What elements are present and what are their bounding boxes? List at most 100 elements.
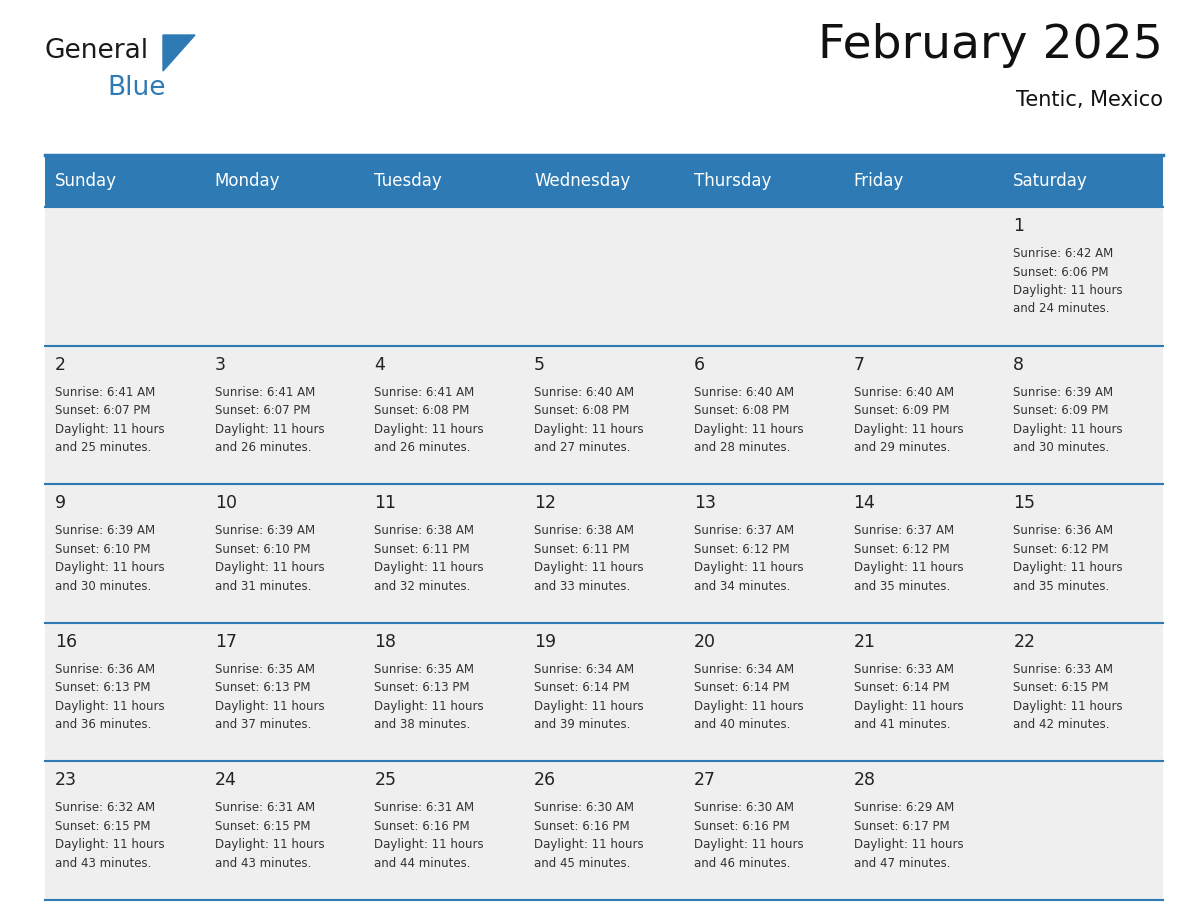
Text: Sunrise: 6:38 AM: Sunrise: 6:38 AM <box>535 524 634 537</box>
Text: 18: 18 <box>374 633 397 651</box>
Text: Tentic, Mexico: Tentic, Mexico <box>1016 90 1163 110</box>
Bar <box>45 207 1163 345</box>
Text: Daylight: 11 hours: Daylight: 11 hours <box>215 422 324 436</box>
Text: Sunrise: 6:41 AM: Sunrise: 6:41 AM <box>55 386 156 398</box>
Text: Sunset: 6:09 PM: Sunset: 6:09 PM <box>1013 404 1108 417</box>
Text: 1: 1 <box>1013 217 1024 235</box>
Text: Daylight: 11 hours: Daylight: 11 hours <box>694 700 803 712</box>
Text: and 43 minutes.: and 43 minutes. <box>215 856 311 870</box>
Text: and 25 minutes.: and 25 minutes. <box>55 442 151 454</box>
Text: Sunset: 6:09 PM: Sunset: 6:09 PM <box>853 404 949 417</box>
Text: Sunset: 6:16 PM: Sunset: 6:16 PM <box>694 820 790 833</box>
Text: 12: 12 <box>535 494 556 512</box>
Text: Thursday: Thursday <box>694 172 771 190</box>
Text: 9: 9 <box>55 494 67 512</box>
Text: and 45 minutes.: and 45 minutes. <box>535 856 631 870</box>
Text: Daylight: 11 hours: Daylight: 11 hours <box>535 422 644 436</box>
Text: and 33 minutes.: and 33 minutes. <box>535 579 631 593</box>
Text: 11: 11 <box>374 494 397 512</box>
Text: Sunset: 6:13 PM: Sunset: 6:13 PM <box>55 681 151 694</box>
Bar <box>45 622 1163 761</box>
Text: Sunset: 6:13 PM: Sunset: 6:13 PM <box>374 681 470 694</box>
Text: Saturday: Saturday <box>1013 172 1088 190</box>
Text: 24: 24 <box>215 771 236 789</box>
Text: Daylight: 11 hours: Daylight: 11 hours <box>694 838 803 851</box>
Bar <box>45 155 1163 207</box>
Text: General: General <box>45 38 150 64</box>
Text: Sunrise: 6:34 AM: Sunrise: 6:34 AM <box>694 663 794 676</box>
Text: Sunset: 6:15 PM: Sunset: 6:15 PM <box>1013 681 1108 694</box>
Text: and 29 minutes.: and 29 minutes. <box>853 442 950 454</box>
Text: Sunrise: 6:35 AM: Sunrise: 6:35 AM <box>374 663 474 676</box>
Text: 26: 26 <box>535 771 556 789</box>
Text: Friday: Friday <box>853 172 904 190</box>
Text: 14: 14 <box>853 494 876 512</box>
Text: Wednesday: Wednesday <box>535 172 631 190</box>
Text: Sunset: 6:08 PM: Sunset: 6:08 PM <box>374 404 469 417</box>
Text: Sunrise: 6:40 AM: Sunrise: 6:40 AM <box>694 386 794 398</box>
Text: Sunrise: 6:40 AM: Sunrise: 6:40 AM <box>853 386 954 398</box>
Bar <box>45 345 1163 484</box>
Text: Sunrise: 6:29 AM: Sunrise: 6:29 AM <box>853 801 954 814</box>
Text: 7: 7 <box>853 355 865 374</box>
Text: 19: 19 <box>535 633 556 651</box>
Text: Daylight: 11 hours: Daylight: 11 hours <box>55 700 165 712</box>
Text: Sunrise: 6:33 AM: Sunrise: 6:33 AM <box>1013 663 1113 676</box>
Text: 28: 28 <box>853 771 876 789</box>
Text: Sunrise: 6:30 AM: Sunrise: 6:30 AM <box>694 801 794 814</box>
Text: Sunset: 6:11 PM: Sunset: 6:11 PM <box>374 543 470 555</box>
Text: Blue: Blue <box>107 75 165 101</box>
Text: Sunrise: 6:37 AM: Sunrise: 6:37 AM <box>853 524 954 537</box>
Text: Sunrise: 6:36 AM: Sunrise: 6:36 AM <box>55 663 156 676</box>
Text: 17: 17 <box>215 633 236 651</box>
Text: Daylight: 11 hours: Daylight: 11 hours <box>374 700 484 712</box>
Text: Daylight: 11 hours: Daylight: 11 hours <box>215 561 324 574</box>
Text: Sunrise: 6:31 AM: Sunrise: 6:31 AM <box>374 801 474 814</box>
Text: Sunrise: 6:30 AM: Sunrise: 6:30 AM <box>535 801 634 814</box>
Text: and 30 minutes.: and 30 minutes. <box>55 579 151 593</box>
Bar <box>45 484 1163 622</box>
Text: Sunrise: 6:39 AM: Sunrise: 6:39 AM <box>1013 386 1113 398</box>
Text: 23: 23 <box>55 771 77 789</box>
Text: and 35 minutes.: and 35 minutes. <box>1013 579 1110 593</box>
Text: 21: 21 <box>853 633 876 651</box>
Text: Daylight: 11 hours: Daylight: 11 hours <box>694 422 803 436</box>
Text: February 2025: February 2025 <box>819 23 1163 68</box>
Text: and 31 minutes.: and 31 minutes. <box>215 579 311 593</box>
Text: Daylight: 11 hours: Daylight: 11 hours <box>215 838 324 851</box>
Text: Sunrise: 6:33 AM: Sunrise: 6:33 AM <box>853 663 954 676</box>
Text: and 27 minutes.: and 27 minutes. <box>535 442 631 454</box>
Text: and 44 minutes.: and 44 minutes. <box>374 856 470 870</box>
Text: Sunday: Sunday <box>55 172 116 190</box>
Text: Sunrise: 6:35 AM: Sunrise: 6:35 AM <box>215 663 315 676</box>
Text: Daylight: 11 hours: Daylight: 11 hours <box>374 422 484 436</box>
Text: Sunset: 6:07 PM: Sunset: 6:07 PM <box>55 404 151 417</box>
Text: Sunset: 6:13 PM: Sunset: 6:13 PM <box>215 681 310 694</box>
Text: Daylight: 11 hours: Daylight: 11 hours <box>853 422 963 436</box>
Text: Daylight: 11 hours: Daylight: 11 hours <box>535 700 644 712</box>
Text: Sunrise: 6:34 AM: Sunrise: 6:34 AM <box>535 663 634 676</box>
Text: Daylight: 11 hours: Daylight: 11 hours <box>374 838 484 851</box>
Text: 6: 6 <box>694 355 704 374</box>
Text: Sunset: 6:12 PM: Sunset: 6:12 PM <box>853 543 949 555</box>
Text: 8: 8 <box>1013 355 1024 374</box>
Polygon shape <box>163 35 195 71</box>
Text: Sunrise: 6:42 AM: Sunrise: 6:42 AM <box>1013 247 1113 260</box>
Text: Daylight: 11 hours: Daylight: 11 hours <box>853 838 963 851</box>
Text: and 42 minutes.: and 42 minutes. <box>1013 718 1110 732</box>
Text: Daylight: 11 hours: Daylight: 11 hours <box>1013 561 1123 574</box>
Text: Sunrise: 6:31 AM: Sunrise: 6:31 AM <box>215 801 315 814</box>
Text: Daylight: 11 hours: Daylight: 11 hours <box>853 561 963 574</box>
Text: Sunset: 6:14 PM: Sunset: 6:14 PM <box>694 681 790 694</box>
Text: Sunset: 6:08 PM: Sunset: 6:08 PM <box>535 404 630 417</box>
Text: Sunrise: 6:39 AM: Sunrise: 6:39 AM <box>215 524 315 537</box>
Text: 20: 20 <box>694 633 716 651</box>
Text: Sunset: 6:10 PM: Sunset: 6:10 PM <box>55 543 151 555</box>
Text: Monday: Monday <box>215 172 280 190</box>
Text: and 35 minutes.: and 35 minutes. <box>853 579 950 593</box>
Text: Daylight: 11 hours: Daylight: 11 hours <box>374 561 484 574</box>
Text: Sunset: 6:07 PM: Sunset: 6:07 PM <box>215 404 310 417</box>
Text: Sunset: 6:12 PM: Sunset: 6:12 PM <box>694 543 790 555</box>
Text: and 26 minutes.: and 26 minutes. <box>215 442 311 454</box>
Text: Daylight: 11 hours: Daylight: 11 hours <box>1013 422 1123 436</box>
